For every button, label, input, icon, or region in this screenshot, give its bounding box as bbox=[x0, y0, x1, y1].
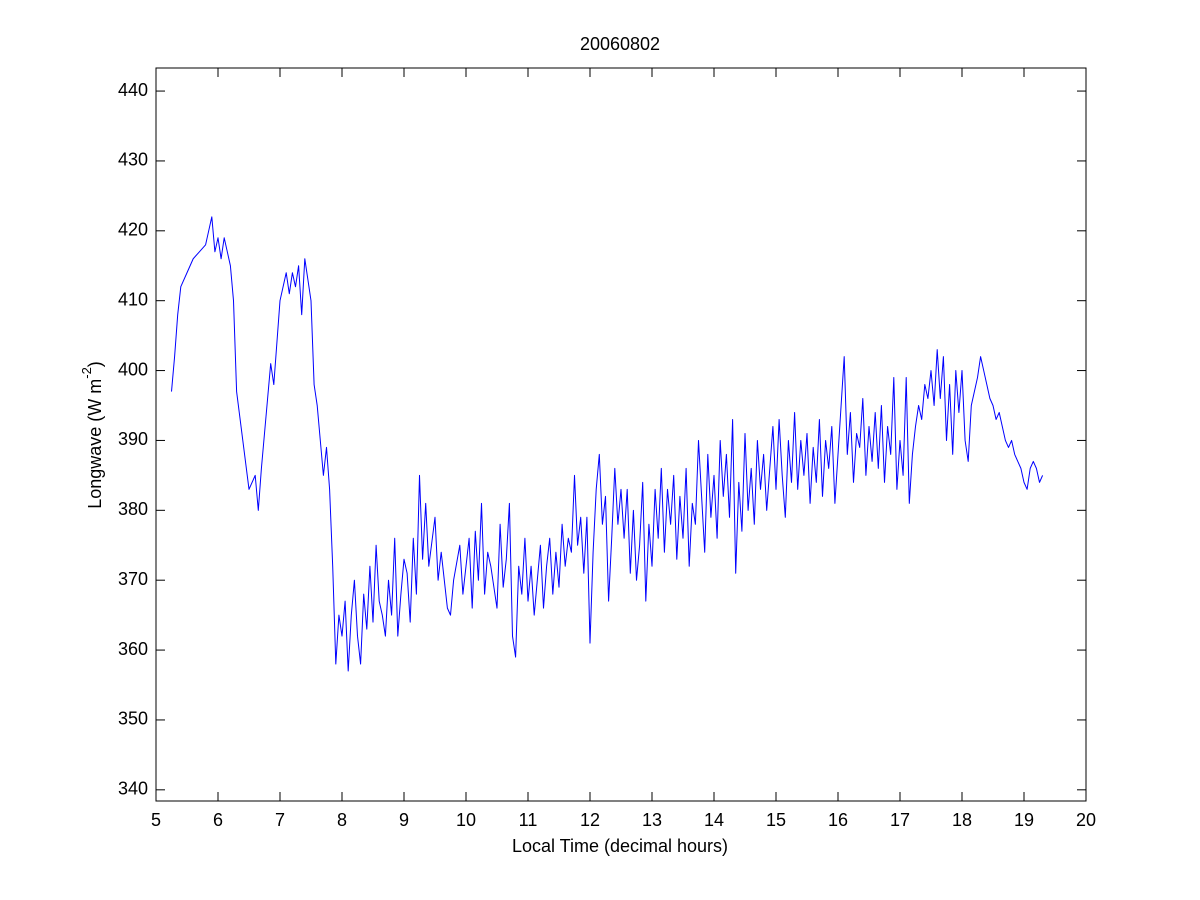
x-tick-label: 12 bbox=[580, 810, 600, 830]
x-tick-label: 5 bbox=[151, 810, 161, 830]
y-tick-label: 430 bbox=[118, 150, 148, 170]
data-line bbox=[171, 216, 1044, 672]
x-tick-label: 11 bbox=[519, 810, 538, 830]
y-tick-label: 380 bbox=[118, 499, 148, 519]
x-tick-label: 10 bbox=[456, 810, 476, 830]
x-tick-label: 19 bbox=[1014, 810, 1034, 830]
y-tick-label: 420 bbox=[118, 220, 148, 240]
y-label-sup: -2 bbox=[79, 367, 94, 379]
x-tick-label: 6 bbox=[213, 810, 223, 830]
x-tick-label: 9 bbox=[399, 810, 409, 830]
x-tick-label: 20 bbox=[1076, 810, 1096, 830]
x-tick-label: 7 bbox=[275, 810, 285, 830]
plot-frame bbox=[155, 67, 1087, 802]
y-axis-label: Longwave (W m-2) bbox=[79, 361, 104, 509]
x-tick-label: 17 bbox=[890, 810, 910, 830]
chart-title: 20060802 bbox=[580, 34, 660, 54]
y-tick-label: 410 bbox=[118, 289, 148, 309]
x-tick-label: 8 bbox=[337, 810, 347, 830]
y-label-close: ) bbox=[85, 361, 105, 367]
y-tick-label: 360 bbox=[118, 639, 148, 659]
y-tick-label: 390 bbox=[118, 429, 148, 449]
y-label-text: Longwave (W m bbox=[85, 379, 105, 509]
y-tick-label: 340 bbox=[118, 779, 148, 799]
y-tick-label: 400 bbox=[118, 359, 148, 379]
x-tick-label: 13 bbox=[642, 810, 662, 830]
y-tick-label: 350 bbox=[118, 709, 148, 729]
y-tick-label: 370 bbox=[118, 569, 148, 589]
x-tick-label: 16 bbox=[828, 810, 848, 830]
y-tick-label: 440 bbox=[118, 80, 148, 100]
x-tick-label: 18 bbox=[952, 810, 972, 830]
x-tick-label: 15 bbox=[766, 810, 786, 830]
x-axis-label: Local Time (decimal hours) bbox=[512, 836, 728, 856]
x-tick-label: 14 bbox=[704, 810, 724, 830]
